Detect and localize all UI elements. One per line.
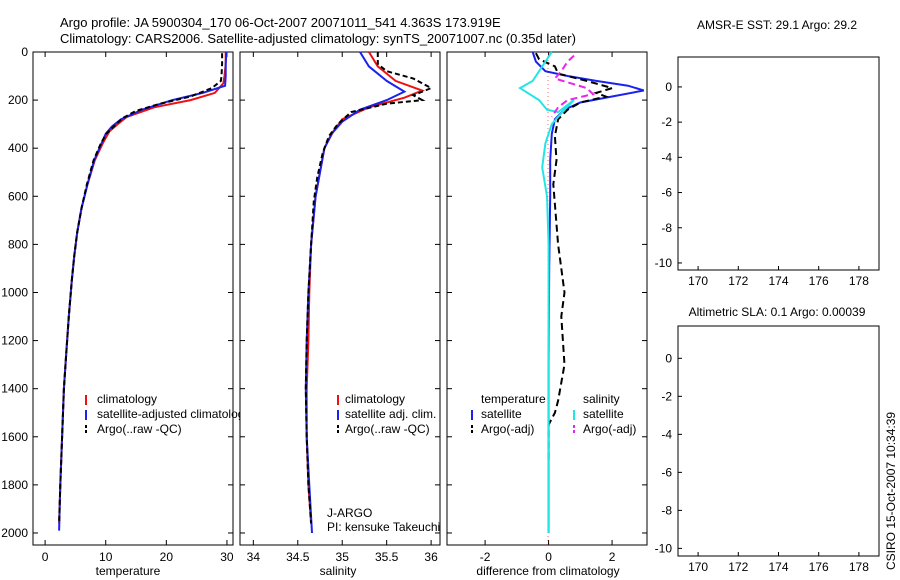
difference-axis-ticks: -2 0 2 <box>447 51 647 564</box>
sla-map-axis-ticks: 170 172 174 176 178 0 -2 -4 -6 -8 -10 <box>655 351 870 574</box>
sst-map-panel: AMSR-E SST: 29.1 Argo: 29.2 170 172 174 176… <box>655 18 880 288</box>
temperature-panel: 0 10 20 30 0 200 400 600 800 1000 1200 1400 1600 1800… <box>1 45 250 578</box>
map-y-tick-label: -10 <box>655 256 673 270</box>
sla-map-frame <box>677 325 880 557</box>
map-x-tick-label: 178 <box>849 560 869 574</box>
salinity-x-axis-label: salinity <box>320 564 357 578</box>
map-x-tick-label: 172 <box>728 274 748 288</box>
y-tick-label: 800 <box>8 237 28 251</box>
series-line-salinity-argo-adj <box>550 54 596 118</box>
sst-map-frame <box>677 56 880 271</box>
difference-legend: temperature satellite Argo(-adj) salinit… <box>471 392 636 436</box>
figure-title-line-2: Climatology: CARS2006. Satellite-adjuste… <box>60 31 576 46</box>
sla-map-panel: Altimetric SLA: 0.1 Argo: 0.00039 170 172… <box>655 305 880 574</box>
y-tick-label: 2000 <box>1 526 28 540</box>
temperature-legend: climatology satellite-adjusted climatolo… <box>85 392 250 436</box>
map-y-tick-label: 0 <box>665 351 672 365</box>
y-tick-label: 600 <box>8 189 28 203</box>
pi-label-line-1: J-ARGO <box>327 506 372 520</box>
legend-label-satellite-adjusted: satellite-adjusted climatology <box>97 407 250 421</box>
x-tick-label: 0 <box>545 550 552 564</box>
legend-heading-salinity: salinity <box>583 392 620 406</box>
map-y-tick-label: -8 <box>661 221 672 235</box>
map-x-tick-label: 178 <box>849 274 869 288</box>
salinity-profile-lines <box>304 51 434 534</box>
map-y-tick-label: -8 <box>661 503 672 517</box>
map-y-tick-label: -2 <box>661 115 672 129</box>
map-y-tick-label: -6 <box>661 186 672 200</box>
y-tick-label: 0 <box>21 45 28 59</box>
pi-label-line-2: PI: kensuke Takeuchi <box>327 520 440 534</box>
map-x-tick-label: 176 <box>809 274 829 288</box>
y-tick-label: 1000 <box>1 285 28 299</box>
map-x-tick-label: 176 <box>809 560 829 574</box>
legend-label-sal-argo: Argo(-adj) <box>583 422 636 436</box>
temperature-profile-lines <box>58 51 228 531</box>
map-y-tick-label: -6 <box>661 465 672 479</box>
temperature-plot-frame <box>32 51 234 546</box>
map-y-tick-label: 0 <box>665 80 672 94</box>
map-x-tick-label: 172 <box>728 560 748 574</box>
x-tick-label: 0 <box>42 550 49 564</box>
series-line-salinity-satellite <box>518 51 575 533</box>
legend-label-argo: Argo(..raw -QC) <box>97 422 182 436</box>
salinity-panel: 34 34.5 35 35.5 36 climatology satellite adj… <box>239 51 441 578</box>
legend-label-temp-argo: Argo(-adj) <box>481 422 534 436</box>
map-y-tick-label: -2 <box>661 389 672 403</box>
x-tick-label: 35.5 <box>375 550 399 564</box>
legend-label-satellite-adj: satellite adj. clim. <box>345 407 436 421</box>
y-tick-label: 1800 <box>1 478 28 492</box>
x-tick-label: 20 <box>160 550 174 564</box>
sla-map-title: Altimetric SLA: 0.1 Argo: 0.00039 <box>689 305 866 319</box>
x-tick-label: 30 <box>220 550 234 564</box>
series-line-argo-raw-qc <box>58 53 224 524</box>
x-tick-label: 35 <box>336 550 350 564</box>
map-x-tick-label: 170 <box>688 274 708 288</box>
series-line-temperature-argo-adj <box>535 52 616 461</box>
figure-title-line-1: Argo profile: JA 5900304_170 06-Oct-2007… <box>60 15 501 30</box>
legend-heading-temperature: temperature <box>481 392 546 406</box>
salinity-legend: climatology satellite adj. clim. Argo(..… <box>337 392 436 436</box>
map-x-tick-label: 174 <box>768 560 788 574</box>
difference-profile-lines <box>518 51 645 533</box>
y-tick-label: 1200 <box>1 334 28 348</box>
salinity-axis-ticks: 34 34.5 35 35.5 36 <box>240 51 440 564</box>
temperature-axis-ticks: 0 10 20 30 0 200 400 600 800 1000 1200 1400 1600 1800… <box>1 45 234 564</box>
salinity-plot-frame <box>239 51 441 546</box>
y-tick-label: 400 <box>8 141 28 155</box>
legend-label-sal-satellite: satellite <box>583 407 624 421</box>
difference-panel: -2 0 2 temperature satellite Argo(-adj) sa… <box>446 51 648 578</box>
x-tick-label: 34 <box>247 550 261 564</box>
map-y-tick-label: -10 <box>655 541 673 555</box>
legend-label-climatology: climatology <box>97 392 157 406</box>
csiro-timestamp: CSIRO 15-Oct-2007 10:34:39 <box>884 412 898 570</box>
temperature-x-axis-label: temperature <box>96 564 161 578</box>
legend-label-climatology: climatology <box>345 392 405 406</box>
y-tick-label: 1400 <box>1 382 28 396</box>
legend-label-temp-satellite: satellite <box>481 407 522 421</box>
y-tick-label: 1600 <box>1 430 28 444</box>
x-tick-label: 36 <box>424 550 438 564</box>
legend-label-argo: Argo(..raw -QC) <box>345 422 430 436</box>
y-tick-label: 200 <box>8 93 28 107</box>
difference-x-axis-label: difference from climatology <box>476 564 619 578</box>
map-y-tick-label: -4 <box>661 427 672 441</box>
x-tick-label: 34.5 <box>286 550 310 564</box>
difference-plot-frame <box>446 51 648 546</box>
x-tick-label: 2 <box>609 550 616 564</box>
sst-map-axis-ticks: 170 172 174 176 178 0 -2 -4 -6 -8 -10 <box>655 80 870 288</box>
map-x-tick-label: 174 <box>768 274 788 288</box>
series-line-argo-raw-qc <box>304 52 434 524</box>
map-y-tick-label: -4 <box>661 150 672 164</box>
sst-map-title: AMSR-E SST: 29.1 Argo: 29.2 <box>697 18 857 32</box>
x-tick-label: -2 <box>480 550 491 564</box>
map-x-tick-label: 170 <box>688 560 708 574</box>
x-tick-label: 10 <box>99 550 113 564</box>
